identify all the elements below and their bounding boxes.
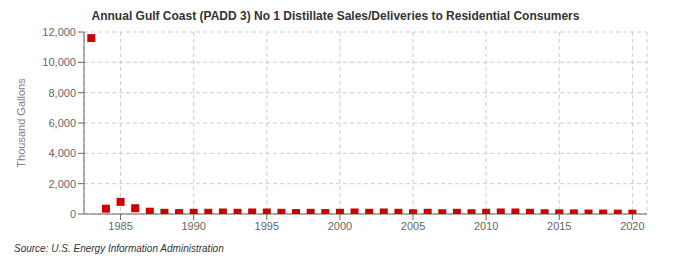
svg-text:1995: 1995 — [255, 220, 279, 232]
svg-text:0: 0 — [70, 208, 76, 220]
svg-text:12,000: 12,000 — [42, 26, 76, 38]
svg-text:1990: 1990 — [181, 220, 205, 232]
svg-text:2005: 2005 — [401, 220, 425, 232]
svg-text:2,000: 2,000 — [48, 178, 76, 190]
svg-text:1985: 1985 — [108, 220, 132, 232]
html-text:Source: U.S. Energy Informatio: Source: U.S. Energy Information Administ… — [14, 243, 224, 254]
svg-text:8,000: 8,000 — [48, 87, 76, 99]
svg-text:2000: 2000 — [328, 220, 352, 232]
svg-text:10,000: 10,000 — [42, 56, 76, 68]
svg-text:2010: 2010 — [474, 220, 498, 232]
svg-text:2020: 2020 — [620, 220, 644, 232]
svg-text:4,000: 4,000 — [48, 147, 76, 159]
svg-text:6,000: 6,000 — [48, 117, 76, 129]
html-text:Annual Gulf Coast (PADD 3) No: Annual Gulf Coast (PADD 3) No 1 Distilla… — [91, 9, 580, 23]
svg-text:2015: 2015 — [547, 220, 571, 232]
svg-text:Thousand Gallons: Thousand Gallons — [15, 78, 27, 168]
